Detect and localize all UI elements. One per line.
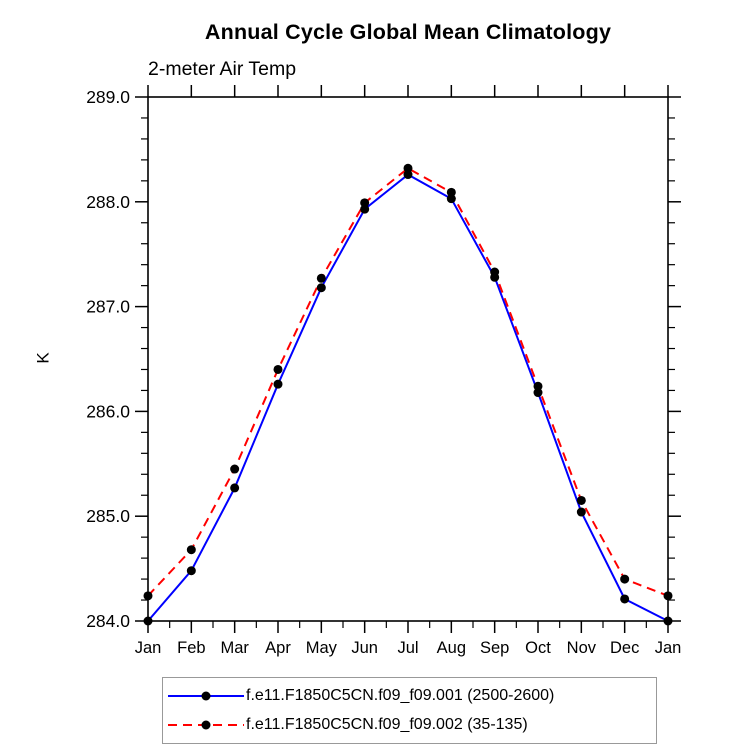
data-point-marker [490, 267, 500, 277]
x-tick-label: Jan [135, 639, 162, 657]
x-tick-label: May [306, 639, 338, 657]
x-tick-label: Jun [351, 639, 378, 657]
data-point-marker [143, 591, 153, 601]
legend: f.e11.F1850C5CN.f09_f09.001 (2500-2600) f… [162, 677, 657, 744]
legend-sample-marker [201, 691, 211, 701]
y-tick-label: 289.0 [86, 87, 130, 107]
x-tick-label: Apr [265, 639, 291, 657]
y-tick-label: 287.0 [86, 297, 130, 317]
data-point-marker [446, 194, 456, 204]
x-tick-label: Aug [437, 639, 466, 657]
data-point-marker [230, 464, 240, 474]
x-tick-label: Mar [220, 639, 249, 657]
legend-label: f.e11.F1850C5CN.f09_f09.002 (35-135) [246, 716, 528, 733]
chart-title: Annual Cycle Global Mean Climatology [204, 20, 612, 44]
data-point-marker [403, 163, 413, 173]
legend-entry: f.e11.F1850C5CN.f09_f09.002 (35-135) [166, 711, 656, 740]
x-tick-label: Feb [177, 639, 205, 657]
data-point-marker [186, 566, 196, 576]
data-point-marker [576, 495, 586, 505]
data-point-marker [230, 483, 240, 493]
data-point-marker [403, 170, 413, 180]
legend-sample [168, 691, 244, 701]
data-point-marker [360, 198, 370, 208]
data-point-marker [273, 364, 283, 374]
data-point-marker [533, 381, 543, 391]
legend-label: f.e11.F1850C5CN.f09_f09.001 (2500-2600) [246, 687, 555, 704]
chart-subtitle: 2-meter Air Temp [148, 58, 297, 80]
data-point-marker [620, 594, 630, 604]
x-tick-label: Jan [655, 639, 682, 657]
x-tick-label: Sep [480, 639, 509, 657]
y-tick-label: 286.0 [86, 401, 130, 421]
y-tick-label: 284.0 [86, 611, 130, 631]
data-point-marker [273, 379, 283, 389]
data-point-marker [446, 187, 456, 197]
x-tick-label: Jul [397, 639, 418, 657]
data-point-marker [316, 283, 326, 293]
data-point-marker [360, 204, 370, 214]
data-point-marker [186, 545, 196, 555]
data-point-marker [663, 616, 673, 626]
x-tick-label: Oct [525, 639, 551, 657]
data-point-marker [316, 273, 326, 283]
data-point-marker [663, 591, 673, 601]
y-tick-label: 288.0 [86, 192, 130, 212]
data-point-marker [143, 616, 153, 626]
x-tick-label: Dec [610, 639, 639, 657]
series-line-0 [147, 173, 669, 622]
y-tick-label: 285.0 [86, 506, 130, 526]
legend-sample-marker [201, 720, 211, 730]
data-point-marker [620, 574, 630, 584]
legend-entry: f.e11.F1850C5CN.f09_f09.001 (2500-2600) [166, 682, 656, 711]
data-point-marker [533, 388, 543, 398]
legend-sample [168, 720, 244, 730]
x-tick-label: Nov [567, 639, 597, 657]
data-point-marker [576, 507, 586, 517]
